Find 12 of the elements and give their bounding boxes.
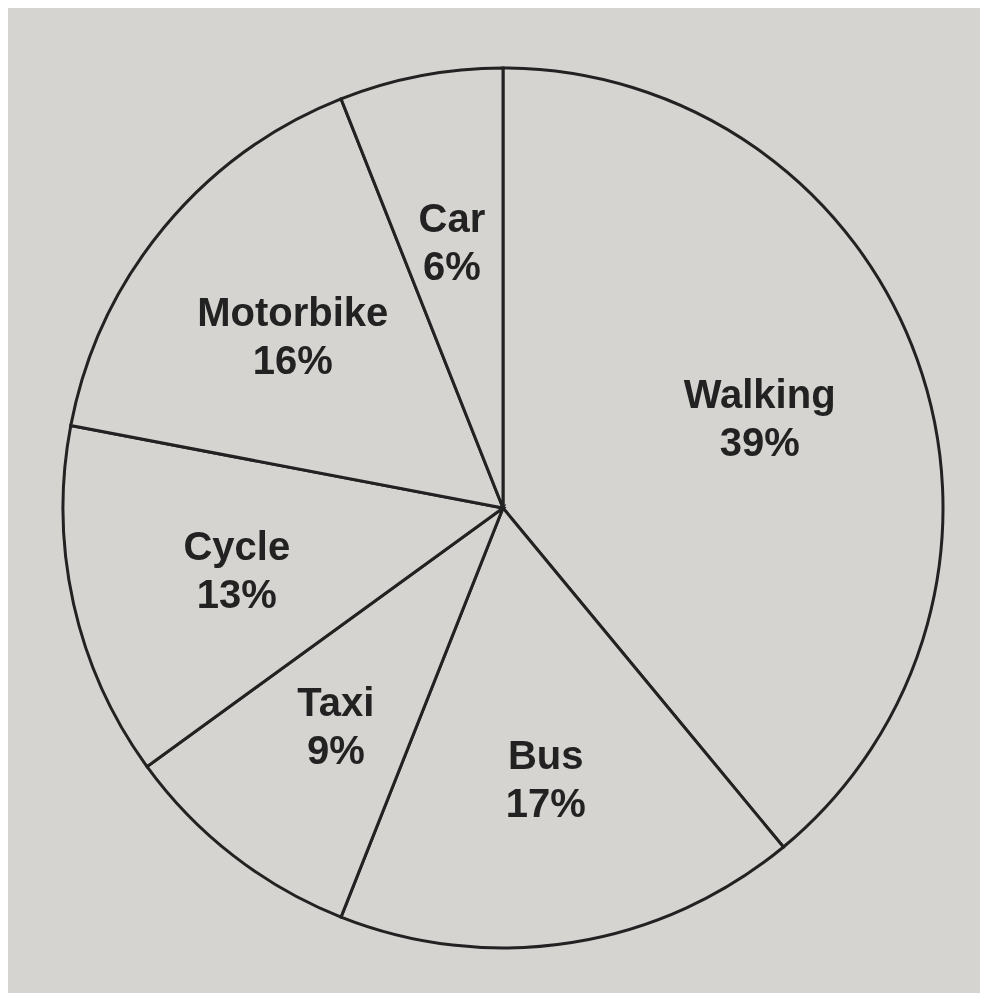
slice-label: Motorbike <box>197 290 389 335</box>
slice-label: Cycle <box>183 523 291 568</box>
slice-label: Bus <box>507 733 584 778</box>
data-label: 6% <box>422 244 481 289</box>
data-label: 16% <box>252 338 333 383</box>
slice-label: Taxi <box>297 679 375 724</box>
data-label: 13% <box>196 571 277 616</box>
data-label: 9% <box>306 727 365 772</box>
slice-label: Car <box>418 196 486 241</box>
data-label: 17% <box>505 781 586 826</box>
slice-label: Walking <box>683 371 836 416</box>
data-label: 39% <box>719 419 800 464</box>
